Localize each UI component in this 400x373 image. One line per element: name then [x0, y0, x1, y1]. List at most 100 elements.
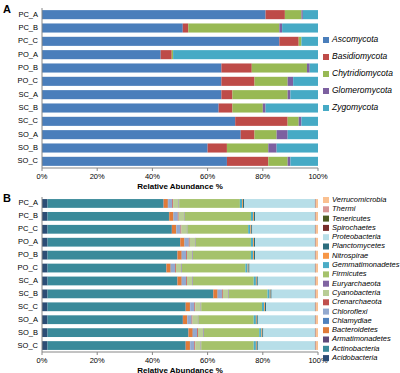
legend-label: Thermi [332, 204, 356, 213]
bar-segment [255, 238, 315, 247]
bar-segment [255, 251, 315, 260]
bar-segment [48, 289, 214, 298]
legend-swatch [323, 309, 329, 315]
x-tick-label: 60% [200, 356, 215, 365]
bar-segment [188, 23, 279, 32]
bar-segment [248, 264, 249, 273]
x-tick [262, 352, 263, 355]
bar-segment [48, 315, 183, 324]
bar-segment [251, 238, 253, 247]
bar-segment [314, 238, 315, 247]
legend-swatch [323, 234, 329, 240]
legend-swatch [323, 299, 329, 305]
bar-segment [42, 10, 266, 19]
bar-segment [254, 212, 255, 221]
bar-segment [42, 117, 235, 126]
x-tick-label: 20% [90, 172, 105, 181]
bar-segment [42, 199, 48, 208]
legend-swatch [323, 346, 329, 352]
bar-segment [42, 37, 279, 46]
bar-segment [279, 37, 298, 46]
bar-segment [293, 77, 318, 86]
bar-segment [267, 289, 269, 298]
bar-segment [290, 157, 318, 166]
legend-swatch [323, 88, 329, 94]
x-tick [97, 352, 98, 355]
bar-segment [187, 251, 193, 260]
bars [42, 199, 318, 350]
bar-segment [250, 264, 315, 273]
bar-segment [266, 302, 315, 311]
legend-label: Chloroflexi [332, 307, 368, 316]
bar-segment [178, 251, 182, 260]
figure: APC_APC_BPC_CPO_APO_BPO_CSC_ASC_BSC_CSO_… [0, 0, 400, 373]
bar-segment [187, 277, 193, 286]
bar-segment [193, 277, 254, 286]
bar-segment [48, 341, 186, 350]
bar-segment [263, 328, 315, 337]
legend: AscomycotaBasidiomycotaChytridiomycotaGl… [323, 34, 393, 112]
legend-swatch [323, 337, 329, 343]
bar-segment [223, 289, 229, 298]
x-tick [207, 352, 208, 355]
bar-segment [174, 212, 178, 221]
bar-segment [166, 264, 170, 273]
bar-segment [235, 117, 287, 126]
bar-segment [232, 103, 262, 112]
bar-segment [42, 77, 221, 86]
bar-segment [316, 212, 318, 221]
bar-segment [254, 238, 255, 247]
bar-segment [196, 238, 251, 247]
bar-segment [42, 23, 183, 32]
x-tick [97, 168, 98, 171]
bar-segment [277, 143, 318, 152]
legend-swatch [323, 71, 329, 77]
bar-segment [255, 212, 315, 221]
bar-segment [258, 341, 315, 350]
bar-segment [255, 77, 288, 86]
bar-segment [316, 289, 318, 298]
bar-segment [48, 264, 167, 273]
bar-segment [314, 277, 315, 286]
x-tick [318, 352, 319, 355]
category-label: SC_B [18, 289, 38, 298]
legend-swatch [323, 327, 329, 333]
category-label: SC_B [18, 103, 38, 112]
legend-swatch [323, 206, 329, 212]
bar-segment [314, 264, 315, 273]
bar-segment [213, 289, 217, 298]
bar-segment [250, 225, 252, 234]
bar-segment [179, 212, 185, 221]
bar-segment [316, 199, 318, 208]
bar-segment [254, 315, 256, 324]
bar-segment [42, 130, 241, 139]
bar-segment [193, 251, 251, 260]
legend-label: Actinobacteria [331, 344, 380, 353]
x-tick-label: 0% [37, 356, 48, 365]
bar-segment [290, 90, 318, 99]
category-label: SO_B [18, 143, 38, 152]
bar-segment [288, 117, 299, 126]
bar-segment [258, 315, 315, 324]
bar-segment [42, 63, 221, 72]
bar-segment [288, 130, 318, 139]
bar-segment [218, 289, 222, 298]
bar-segment [187, 315, 191, 324]
bar-segment [42, 289, 48, 298]
legend-label: Spirochaetes [332, 223, 376, 232]
legend-label: Proteobacteria [332, 232, 381, 241]
bar-segment [201, 302, 262, 311]
bar-segment [192, 315, 198, 324]
bar-segment [183, 315, 187, 324]
bar-segment [314, 199, 315, 208]
bar-segment [42, 328, 48, 337]
legend-label: Cyanobacteria [332, 288, 380, 297]
y-axis [42, 8, 43, 168]
bar-segment [42, 225, 48, 234]
legend-label: Glomeromycota [332, 85, 392, 95]
bar-segment [190, 238, 196, 247]
bar-segment [241, 130, 255, 139]
bar-segment [316, 302, 318, 311]
x-axis-title: Relative Abundance % [137, 182, 223, 191]
bar-segment [253, 238, 255, 247]
